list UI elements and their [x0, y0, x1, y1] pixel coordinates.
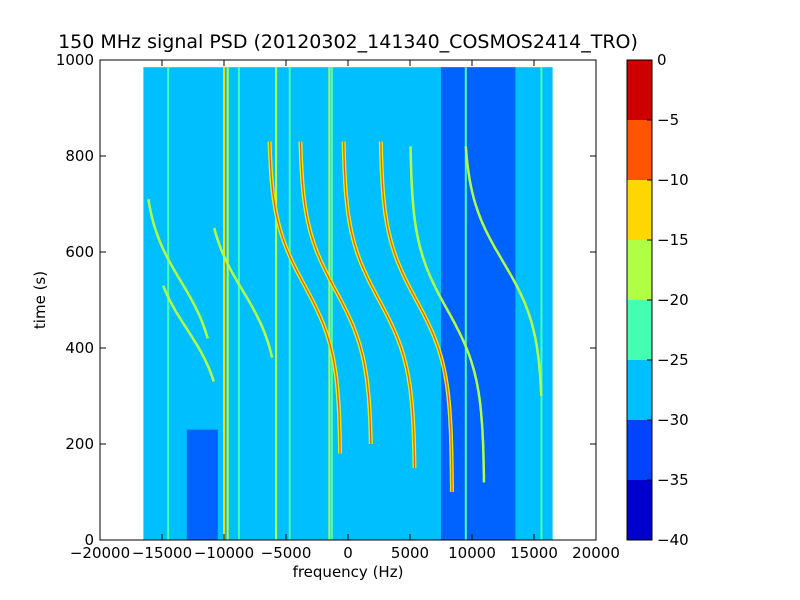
- colorbar-tick-label: −20: [657, 291, 689, 309]
- spectrogram-heatmap: [143, 67, 553, 540]
- x-tick-label: −20000: [70, 544, 130, 562]
- y-tick-label: 0: [84, 531, 94, 549]
- x-axis-ticks: −20000 −15000 −10000 −5000 0 5000 10000 15000 20…: [70, 60, 620, 562]
- doppler-trace-core: [299, 141, 372, 444]
- doppler-trace-1: [147, 199, 209, 339]
- doppler-trace-line: [464, 146, 543, 397]
- colorbar-tick-label: −25: [657, 351, 689, 369]
- colorbar-level-2: [627, 360, 652, 420]
- doppler-trace-line: [162, 285, 215, 382]
- colorbar-tick-label: −30: [657, 411, 689, 429]
- doppler-trace-core: [343, 141, 416, 469]
- x-tick-label: 0: [343, 544, 353, 562]
- y-axis-label: time (s): [31, 271, 49, 329]
- colorbar-tick-label: −35: [657, 471, 689, 489]
- x-tick-label: −10000: [194, 544, 254, 562]
- y-tick-label: 800: [65, 147, 94, 165]
- x-tick-label: −5000: [261, 544, 312, 562]
- doppler-trace-line: [213, 227, 274, 358]
- colorbar-level-4: [627, 240, 652, 300]
- colorbar-level-1: [627, 420, 652, 480]
- doppler-traces: [147, 141, 543, 492]
- colorbar: −40 −35 −30 −25 −20 −15 −10 −5 0: [626, 51, 689, 549]
- colorbar-tick-label: −40: [657, 531, 689, 549]
- colorbar-level-5: [627, 180, 652, 240]
- doppler-trace-5: [341, 141, 417, 469]
- doppler-trace-6: [378, 141, 454, 492]
- doppler-trace-7: [409, 146, 486, 483]
- x-tick-label: 5000: [391, 544, 429, 562]
- x-tick-label: 15000: [510, 544, 558, 562]
- x-tick-label: 10000: [448, 544, 496, 562]
- y-axis-ticks: 0 200 400 600 800 1000: [56, 51, 596, 549]
- colorbar-tick-label: −5: [657, 111, 679, 129]
- colorbar-tick-label: 0: [657, 51, 667, 69]
- x-tick-label: −15000: [132, 544, 192, 562]
- plot-area: −20000 −15000 −10000 −5000 0 5000 10000 15000 20…: [56, 51, 620, 562]
- colorbar-level-3: [627, 300, 652, 360]
- colorbar-level-6: [627, 120, 652, 180]
- y-tick-label: 200: [65, 435, 94, 453]
- x-axis-label: frequency (Hz): [293, 563, 404, 581]
- colorbar-level-7: [627, 60, 652, 120]
- colorbar-level-0: [627, 480, 652, 540]
- doppler-trace-2: [213, 227, 274, 358]
- doppler-trace-0: [162, 285, 215, 382]
- y-tick-label: 400: [65, 339, 94, 357]
- doppler-trace-core: [380, 141, 453, 492]
- y-tick-label: 600: [65, 243, 94, 261]
- y-tick-label: 1000: [56, 51, 94, 69]
- x-tick-label: 20000: [572, 544, 620, 562]
- doppler-trace-4: [298, 141, 373, 444]
- doppler-trace-line: [409, 146, 486, 483]
- colorbar-tick-label: −15: [657, 231, 689, 249]
- colorbar-tick-label: −10: [657, 171, 689, 189]
- doppler-trace-line: [147, 199, 209, 339]
- low-power-band-1: [186, 429, 218, 540]
- chart-title: 150 MHz signal PSD (20120302_141340_COSM…: [58, 31, 638, 53]
- doppler-trace-8: [464, 146, 543, 397]
- doppler-trace-3: [267, 141, 343, 454]
- doppler-trace-core: [269, 141, 341, 454]
